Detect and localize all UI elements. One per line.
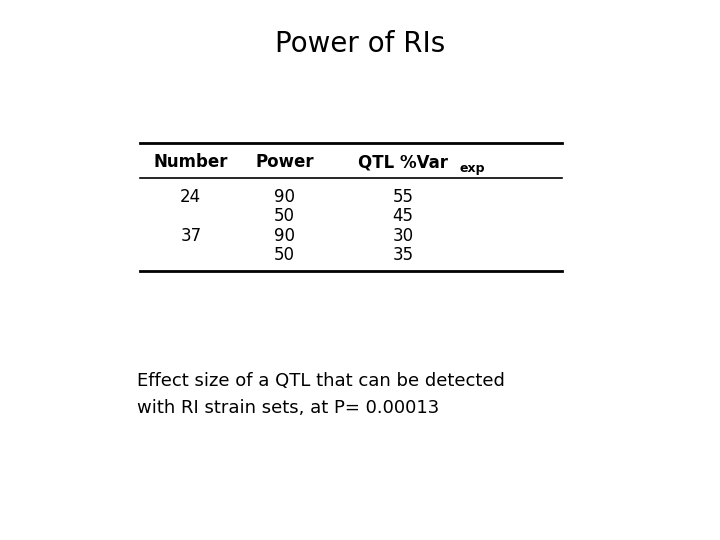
Text: 45: 45 <box>392 207 414 225</box>
Text: Power of RIs: Power of RIs <box>275 30 445 58</box>
Text: 37: 37 <box>180 227 202 245</box>
Text: Number: Number <box>153 153 228 171</box>
Text: 24: 24 <box>180 188 202 206</box>
Text: 30: 30 <box>392 227 414 245</box>
Text: 50: 50 <box>274 246 295 265</box>
Text: exp: exp <box>459 162 485 175</box>
Text: QTL %Var: QTL %Var <box>359 153 448 171</box>
Text: 90: 90 <box>274 227 295 245</box>
Text: Effect size of a QTL that can be detected: Effect size of a QTL that can be detecte… <box>137 372 505 390</box>
Text: with RI strain sets, at P= 0.00013: with RI strain sets, at P= 0.00013 <box>137 399 439 417</box>
Text: 50: 50 <box>274 207 295 225</box>
Text: Power: Power <box>255 153 314 171</box>
Text: 55: 55 <box>392 188 414 206</box>
Text: 35: 35 <box>392 246 414 265</box>
Text: 90: 90 <box>274 188 295 206</box>
